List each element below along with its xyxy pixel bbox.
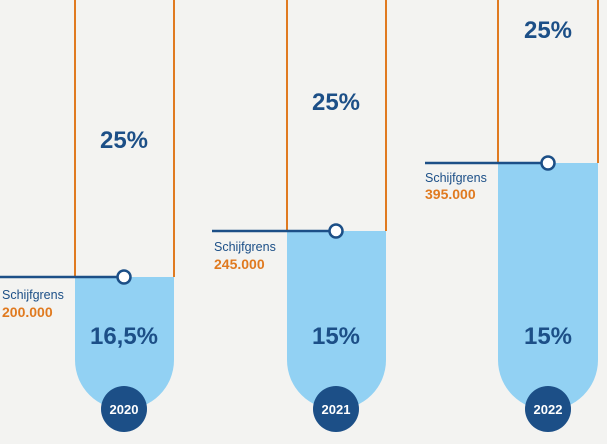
lower-rate-2020: 16,5% bbox=[90, 323, 158, 350]
column-2020-lower-fill bbox=[75, 277, 174, 410]
year-label-2020: 2020 bbox=[110, 402, 139, 417]
upper-rate-2020: 25% bbox=[100, 127, 148, 154]
threshold-marker-2022 bbox=[540, 155, 556, 171]
column-2020: 25% 16,5% Schijfgrens 200.000 2020 bbox=[0, 0, 175, 432]
lower-rate-2022: 15% bbox=[524, 323, 572, 350]
lower-rate-2021: 15% bbox=[312, 323, 360, 350]
upper-rate-2022: 25% bbox=[524, 17, 572, 44]
column-2021-lower-fill bbox=[287, 231, 386, 410]
threshold-label-2021: Schijfgrens bbox=[214, 240, 276, 254]
column-2022: 25% 15% Schijfgrens 395.000 2022 bbox=[425, 0, 599, 432]
threshold-label-2022: Schijfgrens bbox=[425, 171, 487, 185]
upper-rate-2021: 25% bbox=[312, 89, 360, 116]
year-label-2021: 2021 bbox=[322, 402, 351, 417]
year-label-2022: 2022 bbox=[534, 402, 563, 417]
threshold-label-2020: Schijfgrens bbox=[2, 288, 64, 302]
year-badge-2021 bbox=[313, 386, 359, 432]
threshold-marker-2020 bbox=[116, 269, 132, 285]
year-badge-2020 bbox=[101, 386, 147, 432]
column-2021: 25% 15% Schijfgrens 245.000 2021 bbox=[212, 0, 387, 432]
year-badge-2022 bbox=[525, 386, 571, 432]
threshold-value-2020: 200.000 bbox=[2, 304, 53, 320]
threshold-value-2022: 395.000 bbox=[425, 186, 476, 202]
column-2022-lower-fill bbox=[498, 163, 598, 410]
threshold-value-2021: 245.000 bbox=[214, 256, 265, 272]
threshold-marker-2021 bbox=[328, 223, 344, 239]
